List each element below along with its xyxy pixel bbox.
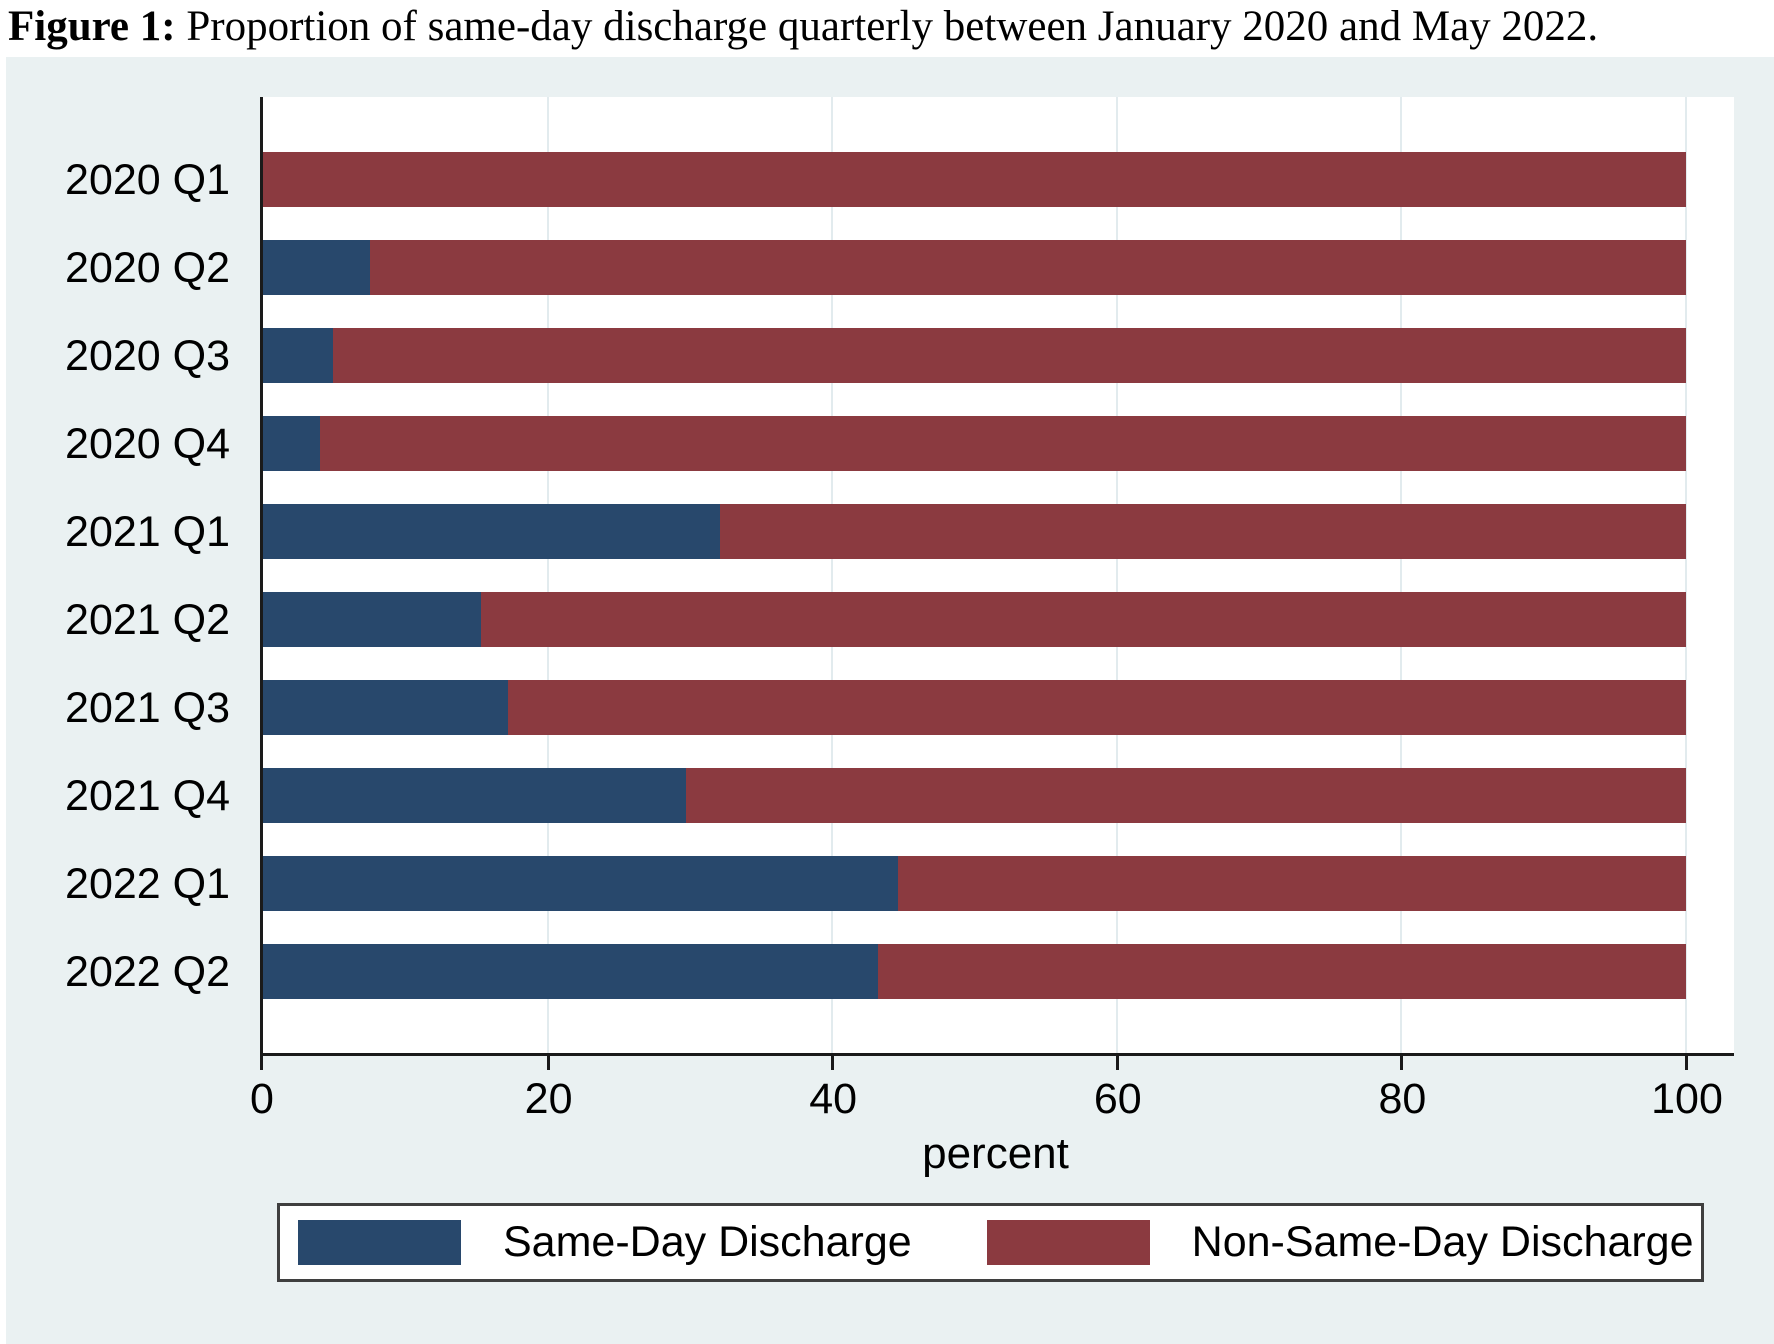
category-label-2021-q2: 2021 Q2 bbox=[65, 595, 230, 644]
bar-segment-same-day-discharge bbox=[263, 504, 720, 559]
x-tick-60 bbox=[1115, 1053, 1119, 1070]
bar-row-2021-q2 bbox=[263, 592, 1686, 647]
bar-row-2020-q4 bbox=[263, 416, 1686, 471]
legend-swatch-non-same-day-discharge bbox=[986, 1220, 1150, 1265]
x-tick-80 bbox=[1400, 1053, 1404, 1070]
bar-segment-same-day-discharge bbox=[263, 592, 481, 647]
x-tick-label-0: 0 bbox=[250, 1075, 274, 1123]
x-tick-40 bbox=[831, 1053, 835, 1070]
bar-segment-same-day-discharge bbox=[263, 240, 370, 295]
bar-segment-same-day-discharge bbox=[263, 680, 508, 735]
legend-swatch-same-day-discharge bbox=[298, 1220, 461, 1265]
figure-caption: Proportion of same-day discharge quarter… bbox=[175, 3, 1599, 50]
chart-panel: 2020 Q1 2020 Q2 2020 Q3 2020 Q4 2021 Q1 2021 … bbox=[6, 57, 1774, 1344]
bar-segment-same-day-discharge bbox=[263, 944, 878, 999]
x-tick-label-80: 80 bbox=[1378, 1075, 1427, 1123]
legend-label-same-day-discharge: Same-Day Discharge bbox=[503, 1218, 912, 1266]
bar-row-2020-q3 bbox=[263, 328, 1686, 383]
gridline-60 bbox=[1115, 97, 1118, 1053]
x-tick-label-100: 100 bbox=[1651, 1075, 1723, 1123]
category-label-2020-q1: 2020 Q1 bbox=[65, 155, 230, 204]
category-label-2021-q4: 2021 Q4 bbox=[65, 771, 230, 820]
bar-segment-non-same-day-discharge bbox=[332, 328, 1686, 383]
figure-title: Figure 1: Proportion of same-day dischar… bbox=[8, 2, 1598, 51]
bar-row-2020-q2 bbox=[263, 240, 1686, 295]
bar-row-2022-q2 bbox=[263, 944, 1686, 999]
legend-label-non-same-day-discharge: Non-Same-Day Discharge bbox=[1191, 1218, 1694, 1266]
bar-row-2021-q4 bbox=[263, 768, 1686, 823]
bar-segment-non-same-day-discharge bbox=[685, 768, 1686, 823]
x-tick-100 bbox=[1685, 1053, 1688, 1070]
x-axis-title: percent bbox=[922, 1129, 1069, 1178]
x-tick-20 bbox=[546, 1053, 550, 1070]
bar-segment-non-same-day-discharge bbox=[897, 856, 1686, 911]
gridline-20 bbox=[546, 97, 549, 1053]
bar-row-2021-q1 bbox=[263, 504, 1686, 559]
bar-segment-non-same-day-discharge bbox=[507, 680, 1686, 735]
category-label-2022-q1: 2022 Q1 bbox=[65, 859, 230, 908]
x-tick-label-20: 20 bbox=[524, 1075, 573, 1123]
figure-number-label: Figure 1: bbox=[8, 3, 176, 50]
bar-segment-non-same-day-discharge bbox=[719, 504, 1686, 559]
bar-row-2021-q3 bbox=[263, 680, 1686, 735]
bar-segment-non-same-day-discharge bbox=[263, 152, 1686, 207]
bar-segment-same-day-discharge bbox=[263, 328, 333, 383]
gridline-40 bbox=[831, 97, 834, 1053]
bar-segment-same-day-discharge bbox=[263, 416, 320, 471]
category-label-2022-q2: 2022 Q2 bbox=[65, 947, 230, 996]
bar-segment-same-day-discharge bbox=[263, 768, 686, 823]
x-tick-label-60: 60 bbox=[1093, 1075, 1142, 1123]
category-label-2020-q2: 2020 Q2 bbox=[65, 243, 230, 292]
category-label-2021-q1: 2021 Q1 bbox=[65, 507, 230, 556]
category-label-2020-q3: 2020 Q3 bbox=[65, 331, 230, 380]
gridline-80 bbox=[1400, 97, 1403, 1053]
x-tick-0 bbox=[260, 1053, 263, 1070]
bar-segment-non-same-day-discharge bbox=[369, 240, 1686, 295]
bar-segment-non-same-day-discharge bbox=[480, 592, 1686, 647]
bar-segment-non-same-day-discharge bbox=[319, 416, 1686, 471]
bar-segment-same-day-discharge bbox=[263, 856, 898, 911]
legend: Same-Day Discharge Non-Same-Day Discharge bbox=[277, 1203, 1704, 1282]
gridline-100 bbox=[1685, 97, 1687, 1053]
bar-row-2022-q1 bbox=[263, 856, 1686, 911]
x-tick-label-40: 40 bbox=[809, 1075, 858, 1123]
category-label-2021-q3: 2021 Q3 bbox=[65, 683, 230, 732]
bar-row-2020-q1 bbox=[263, 152, 1686, 207]
category-label-2020-q4: 2020 Q4 bbox=[65, 419, 230, 468]
bar-segment-non-same-day-discharge bbox=[877, 944, 1686, 999]
